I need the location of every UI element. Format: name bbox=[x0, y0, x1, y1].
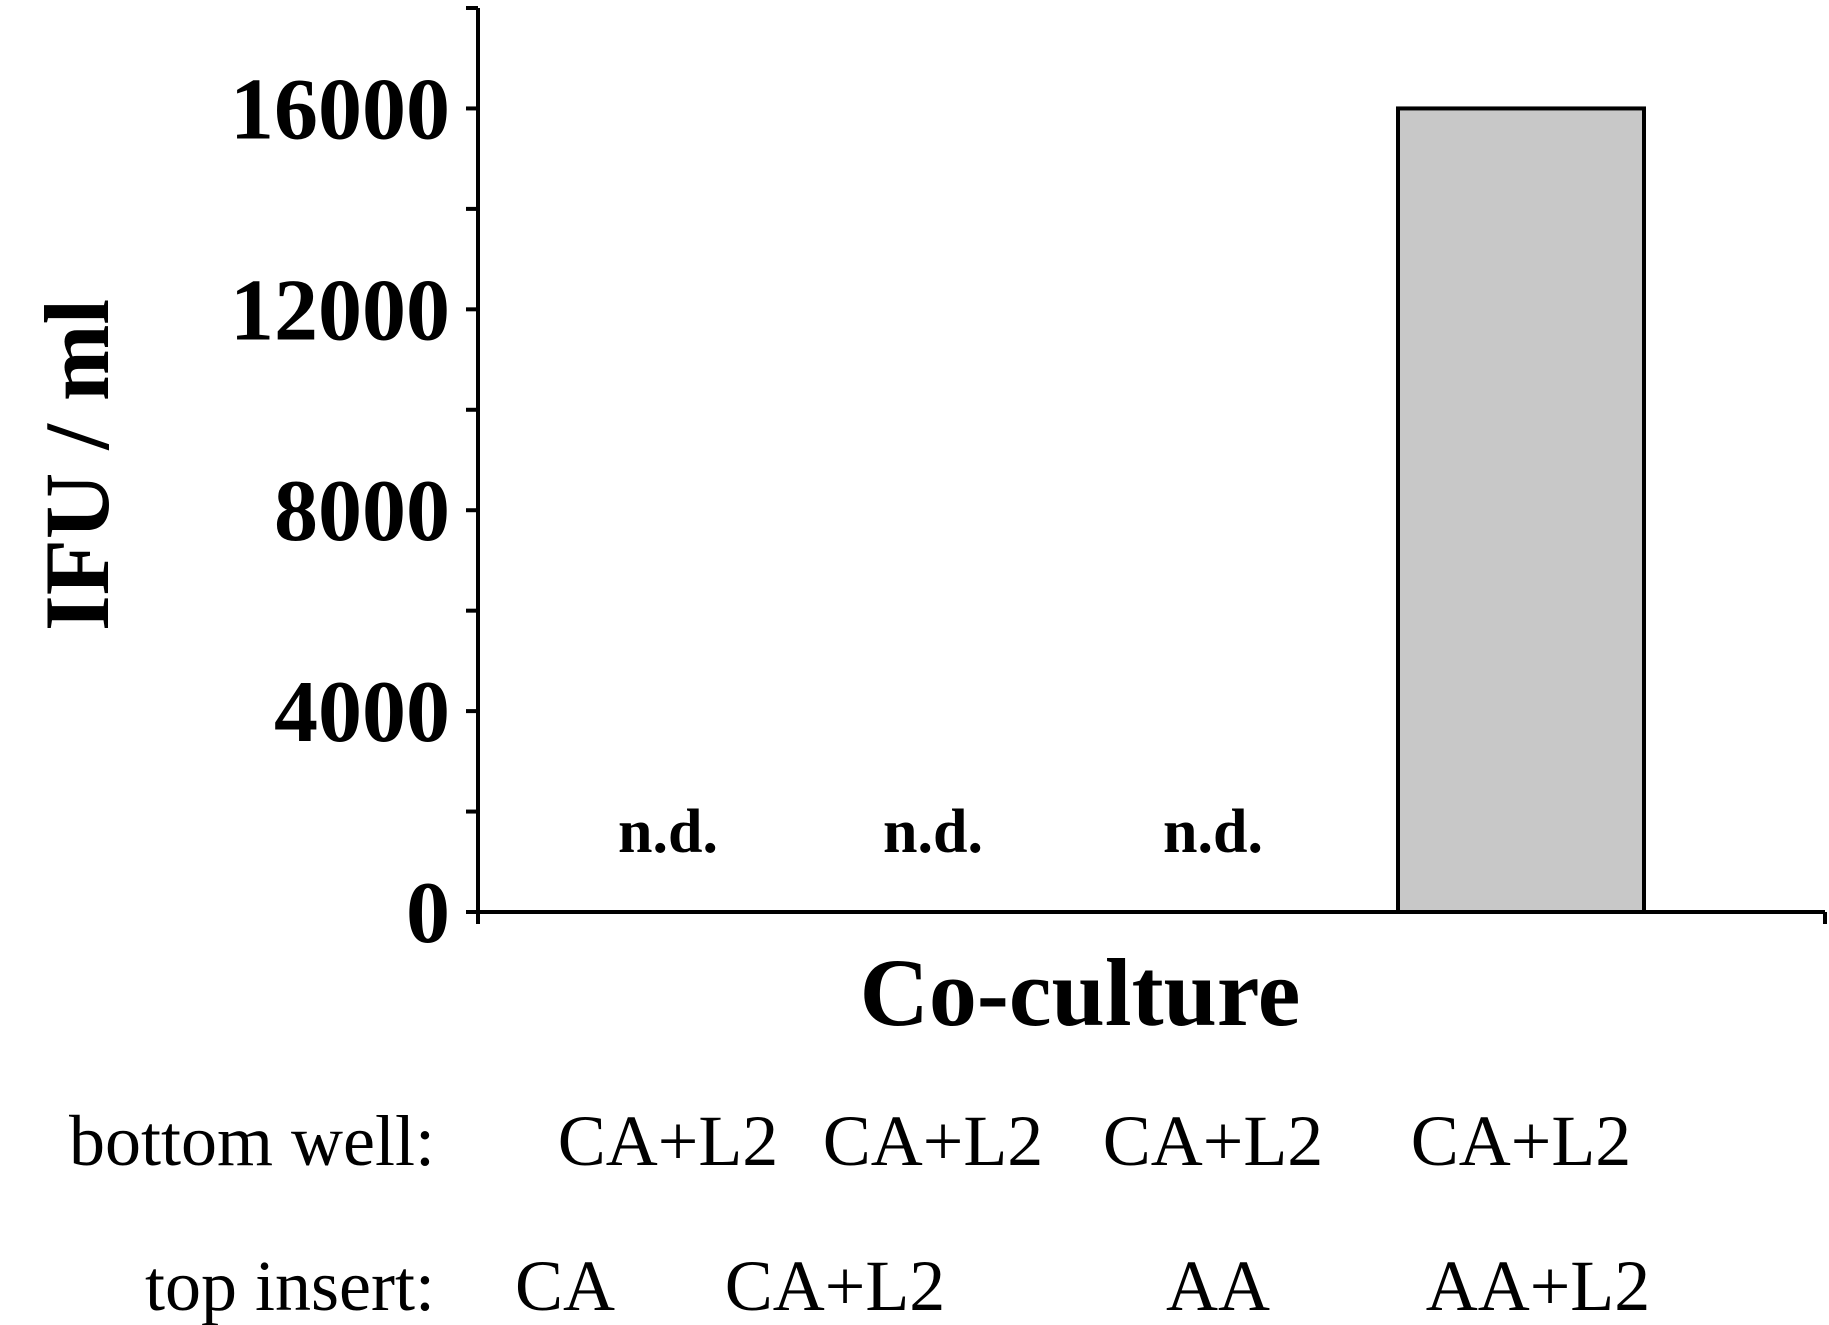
y-tick-label: 16000 bbox=[230, 61, 450, 158]
bottom-well-condition: CA+L2 bbox=[823, 1101, 1044, 1181]
top-insert-condition: AA bbox=[1166, 1246, 1270, 1325]
top-insert-row-label: top insert: bbox=[145, 1246, 435, 1325]
bar-annotation: n.d. bbox=[618, 798, 718, 866]
bottom-well-condition: CA+L2 bbox=[1103, 1101, 1324, 1181]
bars bbox=[1396, 106, 1646, 914]
condition-labels: CA+L2 CA+L2 CA+L2 CA+L2 CA CA+L2 AA AA+L2 bbox=[515, 1101, 1650, 1325]
y-tick-label: 0 bbox=[406, 865, 450, 962]
x-axis-label: Co-culture bbox=[860, 939, 1301, 1046]
y-axis-label: IFU / ml bbox=[26, 299, 128, 631]
bottom-well-condition: CA+L2 bbox=[1411, 1101, 1632, 1181]
bar-annotation: n.d. bbox=[1163, 798, 1263, 866]
top-insert-condition: AA+L2 bbox=[1426, 1246, 1651, 1325]
y-tick-label: 8000 bbox=[274, 463, 450, 560]
top-insert-condition: CA bbox=[515, 1246, 615, 1325]
y-tick-label: 12000 bbox=[230, 262, 450, 359]
bar bbox=[1396, 106, 1646, 914]
bar-annotations: n.d. n.d. n.d. bbox=[618, 798, 1263, 866]
y-tick-label: 4000 bbox=[274, 664, 450, 761]
y-axis: 0 4000 8000 12000 16000 bbox=[230, 6, 480, 962]
top-insert-condition: CA+L2 bbox=[725, 1246, 946, 1325]
bottom-well-row-label: bottom well: bbox=[69, 1101, 435, 1181]
bar-annotation: n.d. bbox=[883, 798, 983, 866]
bottom-well-condition: CA+L2 bbox=[558, 1101, 779, 1181]
